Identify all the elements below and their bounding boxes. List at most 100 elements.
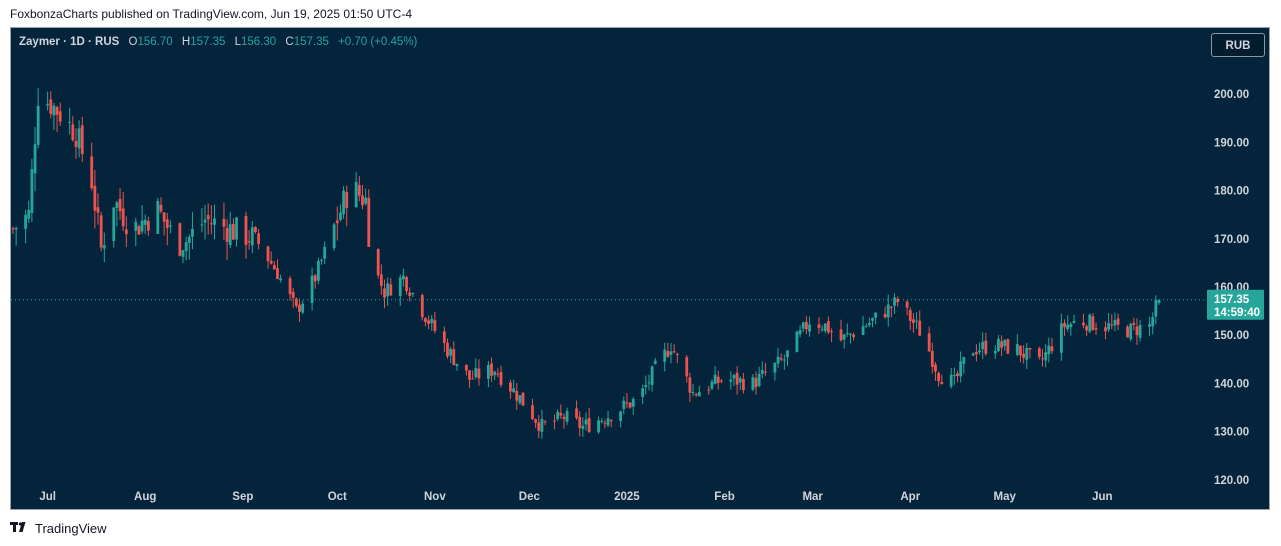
- candle-body: [1135, 326, 1139, 336]
- candle-body: [852, 334, 856, 338]
- candle-body: [908, 310, 912, 321]
- candle-body: [650, 366, 654, 385]
- candle-body: [291, 291, 295, 298]
- candle-body: [137, 226, 141, 235]
- candle-body: [764, 371, 767, 373]
- candle-body: [213, 218, 216, 225]
- candle-body: [424, 318, 427, 323]
- candle-body: [364, 197, 368, 204]
- candle-body: [974, 352, 978, 355]
- candle-body: [782, 359, 786, 361]
- candle-body: [1091, 316, 1095, 331]
- candle-body: [1063, 323, 1066, 328]
- candle-body: [710, 381, 714, 389]
- candle-body: [553, 420, 556, 422]
- candle-body: [493, 371, 497, 376]
- high-label: H: [181, 36, 191, 48]
- candle-body: [830, 331, 833, 333]
- footer: TradingView: [10, 520, 107, 536]
- candle-body: [339, 212, 342, 220]
- candle-body: [861, 326, 865, 336]
- candle-body: [52, 105, 56, 116]
- candle-body: [332, 224, 336, 248]
- candle-body: [143, 219, 147, 225]
- candle-body: [842, 334, 846, 340]
- candle-body: [90, 156, 94, 189]
- candle-body: [918, 320, 922, 336]
- candle-body: [719, 380, 723, 382]
- candle-body: [937, 372, 941, 382]
- candle-body: [871, 318, 874, 321]
- candle-body: [1019, 345, 1022, 356]
- candle-body: [1138, 325, 1142, 338]
- candle-body: [531, 405, 534, 420]
- candle-body: [742, 379, 745, 391]
- candle-body: [313, 275, 317, 282]
- candle-body: [1110, 324, 1114, 326]
- candle-body: [779, 358, 783, 360]
- footer-brand[interactable]: TradingView: [35, 520, 107, 536]
- currency-button[interactable]: RUB: [1211, 33, 1265, 57]
- candle-body: [707, 389, 711, 391]
- low-label: L: [234, 36, 241, 48]
- candle-body: [515, 390, 519, 401]
- candle-body: [952, 375, 956, 377]
- candle-body: [1082, 322, 1085, 326]
- x-tick-label: Feb: [714, 491, 734, 503]
- candle-body: [408, 292, 412, 296]
- price-tag: [1207, 289, 1264, 320]
- candle-body: [383, 288, 386, 298]
- x-tick-label: Oct: [328, 491, 347, 503]
- chart-panel[interactable]: 120.00 130.00 140.00 150.00 160.00 170.00 180.…: [10, 27, 1270, 510]
- candle-body: [1129, 323, 1133, 340]
- candle-body: [1006, 339, 1010, 354]
- candle-body: [956, 373, 959, 377]
- candle-body: [115, 202, 119, 208]
- tradingview-logo-icon[interactable]: [10, 520, 30, 536]
- candle-body: [663, 349, 667, 362]
- candle-body: [978, 350, 981, 353]
- candle-body: [647, 382, 651, 384]
- y-tick-label: 120.00: [1214, 475, 1249, 487]
- candle-body: [74, 140, 78, 147]
- candle-body: [823, 323, 827, 332]
- candle-body: [1088, 314, 1092, 332]
- candle-body: [36, 105, 40, 145]
- candle-body: [27, 209, 31, 219]
- candle-body: [893, 297, 896, 306]
- open-label: O: [128, 36, 138, 48]
- candle-body: [685, 357, 689, 377]
- candle-body: [798, 330, 802, 335]
- candle-body: [1116, 318, 1120, 325]
- candle-body: [1104, 327, 1107, 332]
- candle-body: [96, 207, 100, 213]
- candle-body: [1066, 324, 1070, 330]
- candle-body: [934, 364, 937, 372]
- candle-body: [600, 420, 604, 422]
- candle-body: [200, 224, 204, 226]
- candle-body: [490, 363, 493, 376]
- candle-body: [1025, 347, 1029, 360]
- candle-body: [940, 382, 944, 385]
- candle-body: [178, 223, 182, 256]
- candle-body: [102, 245, 106, 249]
- candle-body: [534, 419, 538, 423]
- candle-body: [641, 388, 645, 398]
- candle-body: [864, 326, 868, 328]
- candle-body: [622, 400, 626, 410]
- candle-body: [1003, 339, 1007, 347]
- candle-body: [1041, 358, 1044, 360]
- candle-body: [430, 318, 434, 324]
- candle-body: [1022, 353, 1026, 358]
- candle-body: [625, 402, 629, 404]
- x-tick-label: Dec: [519, 491, 541, 503]
- candle-body: [361, 195, 364, 206]
- candle-body: [578, 416, 582, 428]
- candle-body: [867, 323, 871, 326]
- candle-body: [279, 278, 283, 281]
- candlestick-chart[interactable]: 120.00130.00140.00150.00160.00170.00180.…: [11, 28, 1269, 509]
- candle-body: [342, 190, 345, 215]
- candle-body: [575, 408, 578, 418]
- candle-body: [231, 224, 235, 240]
- candle-body: [427, 320, 430, 324]
